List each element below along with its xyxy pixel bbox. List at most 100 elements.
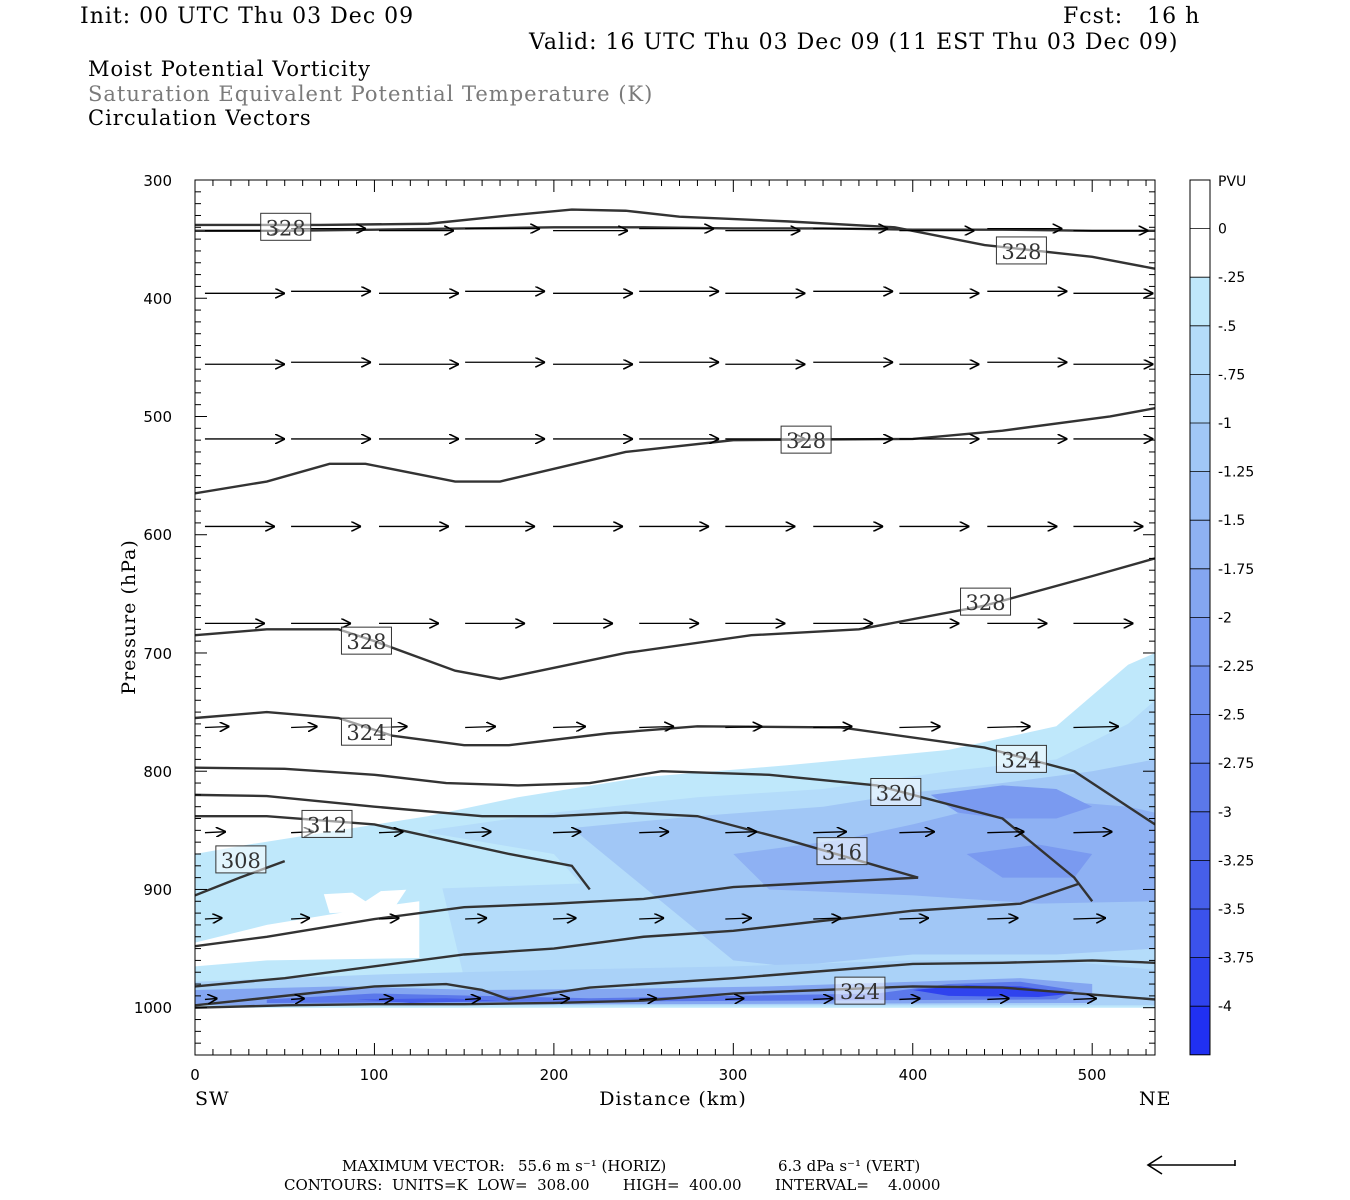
colorbar-label: -1.5 bbox=[1218, 513, 1245, 529]
ne-label: NE bbox=[1139, 1088, 1172, 1110]
colorbar-swatch bbox=[1190, 666, 1210, 715]
contour-label-box bbox=[960, 587, 1012, 616]
y-tick-label: 1000 bbox=[134, 999, 172, 1017]
circulation-vector bbox=[378, 918, 400, 919]
circulation-vector bbox=[899, 832, 934, 833]
pv-region bbox=[912, 985, 1075, 998]
colorbar-label: -4 bbox=[1218, 999, 1232, 1015]
contour-label-value: 316 bbox=[822, 841, 862, 865]
colorbar-label: -3.25 bbox=[1218, 853, 1254, 869]
valid-time: Valid: 16 UTC Thu 03 Dec 09 (11 EST Thu … bbox=[529, 30, 1179, 55]
pv-region bbox=[733, 800, 1155, 904]
contour-label-value: 312 bbox=[307, 813, 347, 837]
colorbar-swatch bbox=[1190, 423, 1210, 472]
circulation-vector bbox=[725, 832, 757, 833]
x-tick-label: 500 bbox=[1078, 1066, 1107, 1084]
colorbar-swatch bbox=[1190, 811, 1210, 861]
circulation-vector bbox=[553, 726, 586, 727]
colorbar-swatch bbox=[1190, 277, 1210, 326]
pv-region bbox=[195, 832, 581, 902]
colorbar-swatch bbox=[1190, 568, 1210, 618]
contour-label-box bbox=[301, 809, 353, 838]
max-vector-vert: 6.3 dPa s⁻¹ (VERT) bbox=[778, 1157, 921, 1175]
circulation-vector bbox=[813, 918, 841, 919]
theta-e-contour bbox=[195, 959, 1155, 1007]
circulation-vector bbox=[1073, 918, 1106, 919]
contour-label-value: 324 bbox=[840, 980, 880, 1004]
max-vector-arrow bbox=[1146, 1155, 1236, 1175]
colorbar-label: -1.25 bbox=[1218, 465, 1254, 481]
circulation-vector bbox=[378, 998, 394, 999]
y-tick-label: 300 bbox=[143, 172, 172, 190]
circulation-vector bbox=[899, 998, 920, 999]
circulation-vector bbox=[725, 918, 752, 919]
y-axis-title: Pressure (hPa) bbox=[118, 539, 140, 695]
colorbar-label: 0 bbox=[1218, 222, 1227, 238]
field-theta-es: Saturation Equivalent Potential Temperat… bbox=[88, 82, 654, 106]
colorbar-swatch bbox=[1190, 374, 1210, 423]
contour-label-value: 328 bbox=[1001, 240, 1041, 264]
colorbar-swatch bbox=[1190, 325, 1210, 375]
contour-label: 328 bbox=[960, 587, 1012, 616]
contour-label-box bbox=[995, 236, 1047, 265]
contour-label-value: 320 bbox=[876, 782, 916, 806]
theta-e-contour bbox=[195, 859, 286, 897]
colorbar-label: -.5 bbox=[1218, 319, 1236, 335]
x-tick-label: 100 bbox=[360, 1066, 389, 1084]
contour-label: 312 bbox=[301, 809, 353, 838]
circulation-vector bbox=[291, 918, 310, 919]
circulation-vector bbox=[553, 998, 570, 999]
contour-info: CONTOURS: UNITS=K LOW= 308.00 HIGH= 400.… bbox=[284, 1176, 941, 1194]
colorbar-label: -3.5 bbox=[1218, 902, 1245, 918]
colorbar-swatch bbox=[1190, 617, 1210, 666]
contour-label-value: 324 bbox=[1001, 748, 1041, 772]
colorbar-swatch bbox=[1190, 763, 1210, 812]
pv-region bbox=[195, 901, 420, 967]
theta-e-contour bbox=[195, 557, 1155, 681]
max-vector-label: MAXIMUM VECTOR: bbox=[342, 1157, 505, 1175]
x-tick-label: 0 bbox=[190, 1066, 200, 1084]
contour-label-box bbox=[340, 626, 392, 655]
contour-label-box bbox=[780, 425, 832, 454]
colorbar-label: -3.75 bbox=[1218, 951, 1254, 967]
colorbar-swatch bbox=[1190, 860, 1210, 909]
contour-label-value: 328 bbox=[266, 216, 306, 240]
circulation-vector bbox=[725, 998, 744, 999]
contour-label: 328 bbox=[995, 236, 1047, 265]
circulation-vector bbox=[465, 832, 491, 833]
circulation-vector bbox=[553, 918, 577, 919]
x-tick-label: 200 bbox=[540, 1066, 569, 1084]
circulation-vector bbox=[553, 832, 581, 833]
circulation-vector bbox=[987, 998, 1009, 999]
contour-label-value: 324 bbox=[346, 721, 386, 745]
circulation-vector bbox=[639, 832, 669, 833]
contour-label-value: 328 bbox=[346, 630, 386, 654]
circulation-vector bbox=[204, 832, 226, 833]
pv-colorbar: 0 -.25 -.5 -.75 -1 -1.25 -1.5 -1.75 -2 -2.25 -2.5 -… bbox=[1189, 179, 1254, 1056]
colorbar-label: -3 bbox=[1218, 805, 1232, 821]
y-tick-label: 800 bbox=[143, 763, 172, 781]
colorbar-label: -.25 bbox=[1218, 270, 1245, 286]
circulation-vector bbox=[813, 726, 852, 727]
circulation-vector bbox=[987, 726, 1030, 727]
field-circulation-vectors: Circulation Vectors bbox=[88, 106, 312, 130]
colorbar-swatch bbox=[1190, 471, 1210, 521]
circulation-vector bbox=[291, 726, 318, 727]
contour-label: 328 bbox=[260, 212, 312, 241]
theta-e-contour bbox=[195, 407, 1155, 495]
circulation-vector bbox=[899, 918, 929, 919]
circulation-vector bbox=[465, 726, 496, 727]
contour-label-box bbox=[995, 744, 1047, 773]
x-tick-label: 400 bbox=[899, 1066, 928, 1084]
contour-label-box bbox=[215, 845, 267, 874]
circulation-vector bbox=[1073, 726, 1119, 727]
contour-label-box bbox=[260, 212, 312, 241]
y-tick-label: 400 bbox=[143, 290, 172, 308]
circulation-vector bbox=[1073, 998, 1096, 999]
y-tick-label: 700 bbox=[143, 645, 172, 663]
circulation-vector bbox=[291, 998, 305, 999]
circulation-vector bbox=[465, 998, 481, 999]
contour-label: 324 bbox=[834, 976, 886, 1005]
y-tick-label: 600 bbox=[143, 526, 172, 544]
